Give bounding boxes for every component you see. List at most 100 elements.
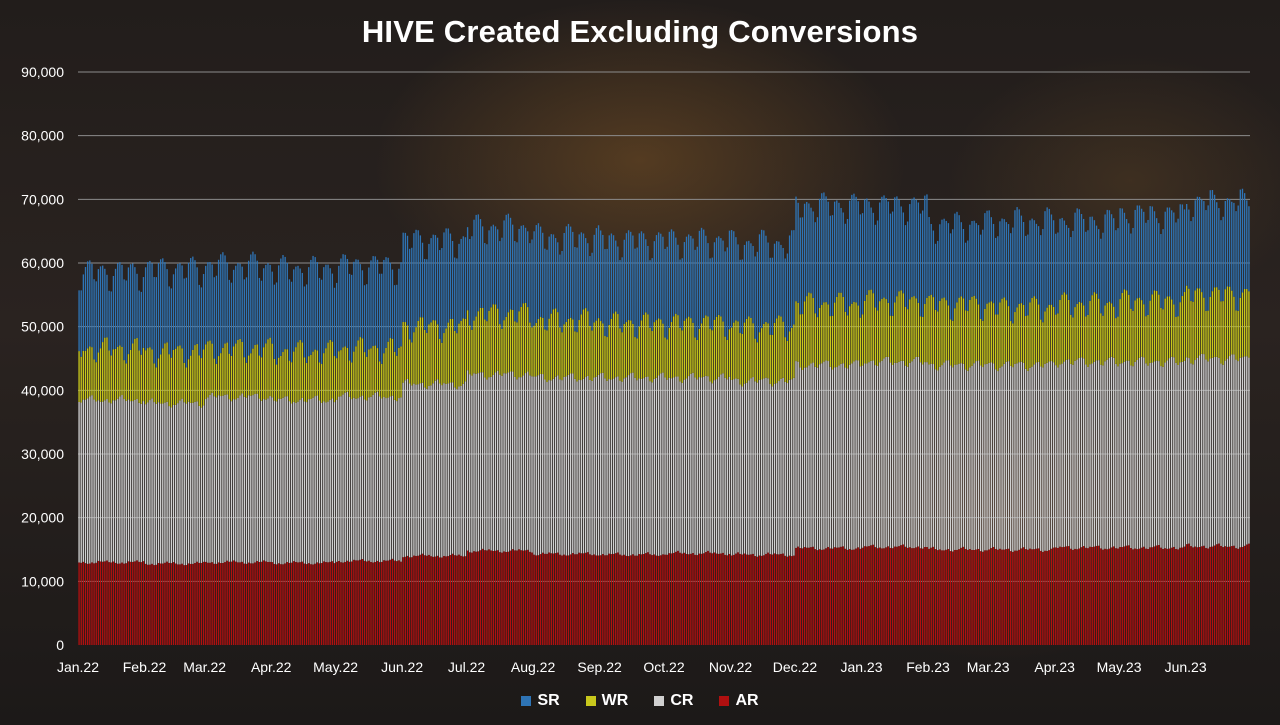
bar-sr: [102, 265, 104, 343]
bar-sr: [992, 223, 995, 304]
bar-wr: [445, 328, 447, 384]
bar-wr: [737, 321, 739, 379]
bar-sr: [170, 288, 173, 358]
bar-wr: [198, 355, 200, 406]
bar-cr: [488, 377, 490, 550]
bar-wr: [316, 350, 318, 396]
bar-sr: [104, 268, 106, 338]
bar-ar: [398, 560, 400, 645]
bar-sr: [803, 203, 806, 302]
bar-sr: [527, 231, 529, 308]
bar-wr: [288, 360, 291, 402]
bar-wr: [454, 330, 456, 388]
bar-ar: [1007, 548, 1010, 645]
bar-cr: [524, 373, 527, 551]
bar-ar: [1082, 546, 1085, 645]
bar-cr: [984, 364, 986, 551]
bar-cr: [941, 365, 943, 551]
bar-wr: [136, 338, 138, 399]
bar-wr: [205, 344, 207, 400]
bar-wr: [756, 342, 759, 383]
bar-wr: [911, 297, 913, 362]
bar-cr: [808, 365, 810, 548]
bar-wr: [413, 332, 415, 384]
bar-ar: [634, 555, 636, 645]
bar-cr: [170, 407, 173, 564]
bar-ar: [803, 547, 806, 645]
bar-wr: [763, 323, 765, 379]
bar-ar: [954, 549, 956, 645]
bar-cr: [838, 365, 840, 548]
bar-wr: [462, 318, 464, 384]
bar-sr: [247, 260, 250, 356]
bar-sr: [1093, 220, 1096, 293]
bar-cr: [623, 378, 625, 555]
bar-cr: [883, 358, 885, 549]
bar-wr: [1108, 301, 1111, 358]
bar-cr: [1080, 357, 1083, 548]
bar-ar: [694, 554, 696, 645]
bar-cr: [604, 378, 606, 556]
bar-ar: [823, 549, 825, 645]
bar-sr: [1134, 209, 1136, 301]
bar-cr: [1170, 356, 1173, 548]
bar-ar: [151, 563, 153, 645]
bar-sr: [563, 232, 565, 325]
bar-wr: [969, 299, 971, 368]
bar-sr: [84, 266, 87, 351]
bar-wr: [213, 358, 215, 397]
bar-wr: [615, 311, 617, 378]
bar-wr: [1203, 297, 1205, 355]
bar-ar: [320, 563, 323, 645]
bar-wr: [1168, 296, 1171, 359]
bar-sr: [378, 273, 381, 362]
bar-sr: [323, 267, 325, 354]
bar-ar: [245, 563, 248, 645]
bar-ar: [632, 554, 634, 645]
bar-cr: [389, 396, 391, 560]
bar-sr: [119, 262, 121, 346]
bar-sr: [767, 242, 769, 324]
bar-sr: [812, 211, 814, 298]
bar-sr: [552, 234, 555, 310]
bar-sr: [462, 236, 464, 319]
bar-wr: [104, 337, 106, 401]
bar-ar: [919, 548, 922, 645]
bar-cr: [275, 401, 278, 565]
bar-cr: [898, 361, 900, 547]
legend-item-wr: WR: [585, 692, 628, 710]
bar-wr: [282, 352, 284, 398]
bar-cr: [806, 367, 808, 548]
bar-sr: [567, 223, 570, 319]
bar-cr: [546, 382, 548, 554]
bar-wr: [503, 320, 505, 374]
bar-ar: [1213, 545, 1216, 645]
bar-ar: [1020, 548, 1023, 645]
bar-ar: [1143, 546, 1145, 645]
bar-ar: [840, 546, 842, 645]
bar-wr: [1198, 288, 1201, 356]
bar-wr: [1132, 310, 1134, 367]
bar-ar: [351, 561, 353, 645]
bar-ar: [475, 551, 477, 645]
bar-ar: [1233, 545, 1235, 645]
bar-cr: [698, 377, 701, 554]
bar-sr: [593, 234, 595, 323]
bar-sr: [205, 265, 207, 345]
bar-cr: [861, 365, 864, 548]
bar-wr: [623, 323, 625, 379]
bar-ar: [275, 564, 278, 645]
bar-ar: [484, 550, 486, 645]
bar-cr: [1010, 365, 1012, 552]
bar-ar: [561, 555, 563, 645]
bar-sr: [1046, 207, 1048, 308]
bar-cr: [84, 399, 87, 564]
bar-wr: [917, 302, 920, 357]
bar-sr: [226, 262, 228, 343]
bar-ar: [642, 554, 645, 645]
bar-sr: [1143, 211, 1145, 305]
bar-ar: [574, 554, 576, 645]
bar-cr: [490, 376, 492, 551]
bar-ar: [782, 553, 784, 645]
bar-wr: [1100, 313, 1102, 365]
